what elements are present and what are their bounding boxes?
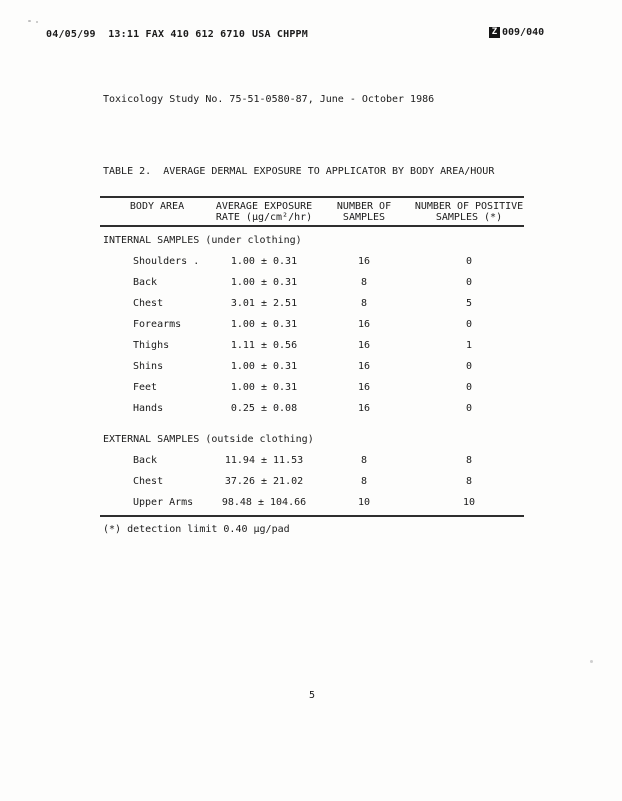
exposure-table: BODY AREA AVERAGE EXPOSURE RATE (µg/cm²/… [100, 196, 524, 517]
column-header-line: BODY AREA [129, 201, 185, 212]
samples-cell: 16 [357, 382, 371, 393]
body-area-cell: Shins [133, 361, 164, 372]
column-header-number-of-samples: NUMBER OF SAMPLES [314, 201, 414, 223]
table-row: Forearms 1.00 ± 0.31 16 0 [100, 314, 524, 335]
body-area-cell: Chest [133, 476, 164, 487]
column-header-line: NUMBER OF POSITIVE [414, 201, 524, 212]
fax-timestamp-line: 04/05/99 13:11 FAX 410 612 6710 [46, 29, 246, 40]
positive-samples-cell: 1 [465, 340, 473, 351]
section-label-external: EXTERNAL SAMPLES (outside clothing) [103, 434, 314, 445]
positive-samples-cell: 0 [465, 382, 473, 393]
samples-cell: 8 [360, 455, 368, 466]
column-header-line: SAMPLES (*) [435, 212, 503, 223]
study-title: Toxicology Study No. 75-51-0580-87, June… [103, 94, 435, 105]
positive-samples-cell: 8 [465, 476, 473, 487]
table-row: Back 1.00 ± 0.31 8 0 [100, 272, 524, 293]
body-area-cell: Back [133, 277, 158, 288]
samples-cell: 8 [360, 298, 368, 309]
body-area-cell: Thighs [133, 340, 170, 351]
body-area-cell: Back [133, 455, 158, 466]
positive-samples-cell: 0 [465, 319, 473, 330]
column-header-line: RATE (µg/cm²/hr) [215, 212, 313, 223]
positive-samples-cell: 0 [465, 403, 473, 414]
samples-cell: 16 [357, 403, 371, 414]
body-area-cell: Hands [133, 403, 164, 414]
column-header-body-area: BODY AREA [100, 201, 214, 223]
samples-cell: 8 [360, 277, 368, 288]
table-row: Shoulders . 1.00 ± 0.31 16 0 [100, 251, 524, 272]
samples-cell: 16 [357, 340, 371, 351]
positive-samples-cell: 5 [465, 298, 473, 309]
table-row: Thighs 1.11 ± 0.56 16 1 [100, 335, 524, 356]
samples-cell: 8 [360, 476, 368, 487]
table-row: Back 11.94 ± 11.53 8 8 [100, 450, 524, 471]
scan-speck [590, 660, 593, 663]
table-row: Feet 1.00 ± 0.31 16 0 [100, 377, 524, 398]
column-header-positive-samples: NUMBER OF POSITIVE SAMPLES (*) [414, 201, 524, 223]
column-header-exposure-rate: AVERAGE EXPOSURE RATE (µg/cm²/hr) [214, 201, 314, 223]
exposure-rate-cell: 11.94 ± 11.53 [224, 455, 304, 466]
positive-samples-cell: 0 [465, 277, 473, 288]
column-header-line: AVERAGE EXPOSURE [215, 201, 313, 212]
positive-samples-cell: 8 [465, 455, 473, 466]
exposure-rate-cell: 98.48 ± 104.66 [221, 497, 307, 508]
exposure-rate-cell: 1.00 ± 0.31 [230, 256, 298, 267]
exposure-rate-cell: 1.11 ± 0.56 [230, 340, 298, 351]
exposure-rate-cell: 1.00 ± 0.31 [230, 277, 298, 288]
exposure-rate-cell: 1.00 ± 0.31 [230, 382, 298, 393]
fax-page-counter-group: Z 009/040 [489, 27, 544, 38]
fax-page-icon: Z [489, 27, 500, 38]
samples-cell: 16 [357, 361, 371, 372]
table-row: Hands 0.25 ± 0.08 16 0 [100, 398, 524, 419]
samples-cell: 16 [357, 319, 371, 330]
detection-limit-footnote: (*) detection limit 0.40 µg/pad [103, 524, 290, 535]
table-row: Upper Arms 98.48 ± 104.66 10 10 [100, 492, 524, 513]
body-area-cell: Chest [133, 298, 164, 309]
samples-cell: 10 [357, 497, 371, 508]
table-caption: TABLE 2. AVERAGE DERMAL EXPOSURE TO APPL… [103, 166, 495, 177]
body-area-cell: Forearms [133, 319, 182, 330]
exposure-rate-cell: 37.26 ± 21.02 [224, 476, 304, 487]
column-header-line: SAMPLES [342, 212, 386, 223]
positive-samples-cell: 0 [465, 256, 473, 267]
exposure-rate-cell: 3.01 ± 2.51 [230, 298, 298, 309]
table-header-row: BODY AREA AVERAGE EXPOSURE RATE (µg/cm²/… [100, 196, 524, 227]
fax-sender: USA CHPPM [252, 29, 308, 40]
body-area-cell: Shoulders . [133, 256, 200, 267]
page-number: 5 [308, 690, 316, 701]
fax-page-counter: 009/040 [502, 27, 545, 38]
scan-speck [28, 20, 31, 22]
body-area-cell: Upper Arms [133, 497, 194, 508]
scan-speck [36, 21, 38, 23]
exposure-rate-cell: 0.25 ± 0.08 [230, 403, 298, 414]
column-header-line: NUMBER OF [336, 201, 392, 212]
exposure-rate-cell: 1.00 ± 0.31 [230, 319, 298, 330]
table-row: Chest 3.01 ± 2.51 8 5 [100, 293, 524, 314]
body-area-cell: Feet [133, 382, 158, 393]
positive-samples-cell: 10 [462, 497, 476, 508]
samples-cell: 16 [357, 256, 371, 267]
table-row: Chest 37.26 ± 21.02 8 8 [100, 471, 524, 492]
section-label-internal: INTERNAL SAMPLES (under clothing) [103, 235, 302, 246]
positive-samples-cell: 0 [465, 361, 473, 372]
table-row: Shins 1.00 ± 0.31 16 0 [100, 356, 524, 377]
exposure-rate-cell: 1.00 ± 0.31 [230, 361, 298, 372]
